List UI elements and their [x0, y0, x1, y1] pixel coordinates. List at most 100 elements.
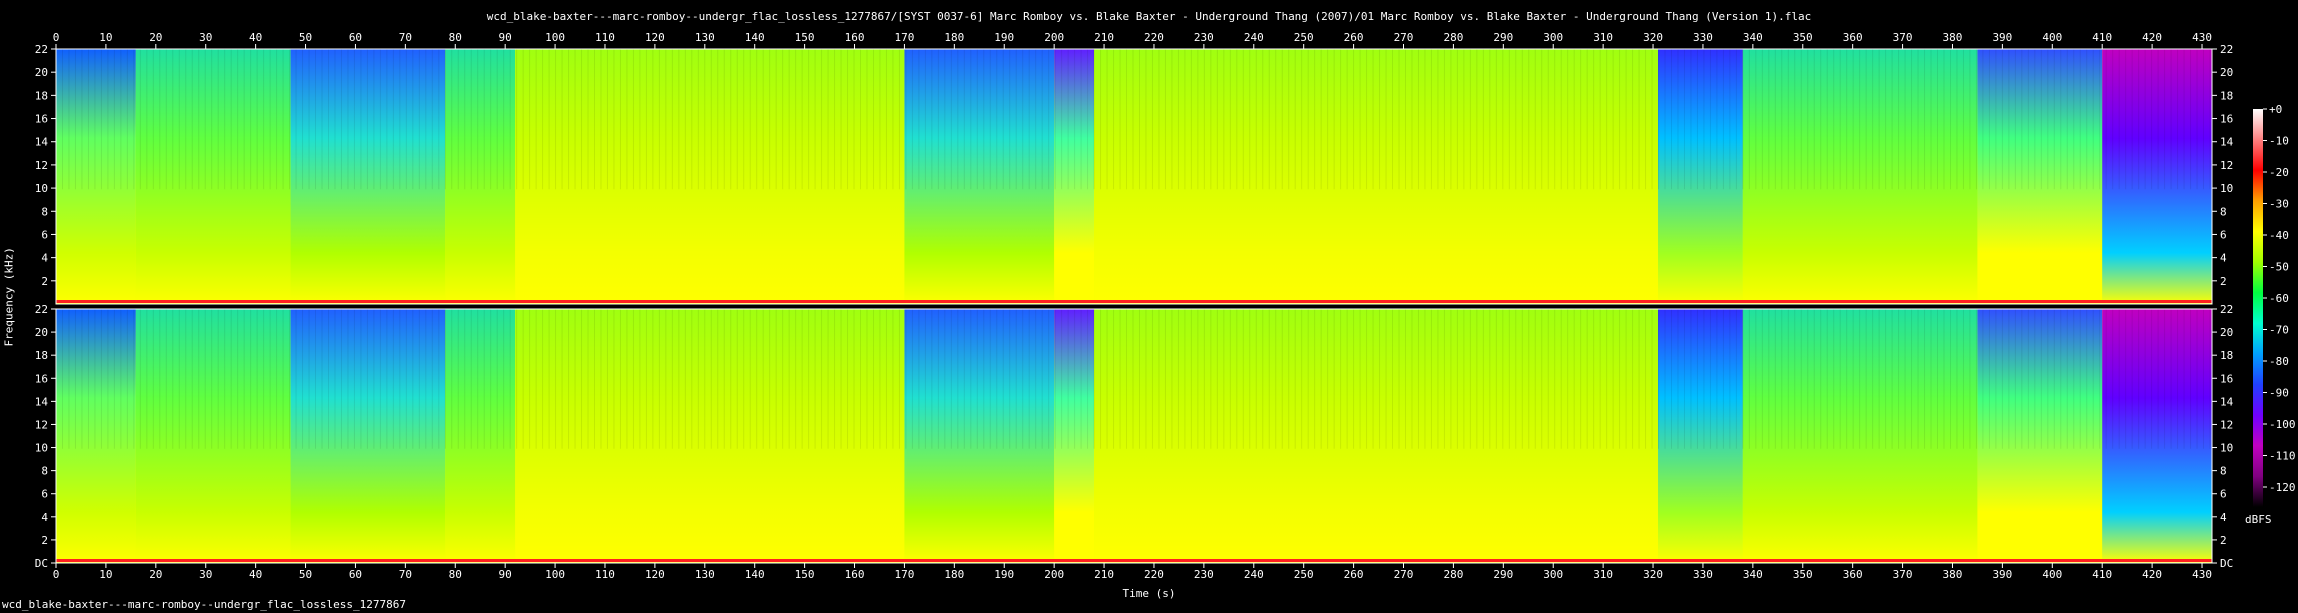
y-tick-label-left: 6: [41, 488, 48, 501]
x-tick-label-top: 120: [645, 31, 665, 44]
segment-ch1-7: [1094, 49, 1659, 304]
y-tick-label-left: 2: [41, 534, 48, 547]
segment-ch1-8: [1658, 49, 1743, 304]
segment-ch2-9: [1742, 309, 1978, 563]
y-tick-label-right: 20: [2220, 66, 2233, 79]
x-tick-label-top: 190: [994, 31, 1014, 44]
y-tick-label-left: 18: [35, 89, 48, 102]
x-tick-label-top: 380: [1943, 31, 1963, 44]
x-tick-label-top: 0: [53, 31, 60, 44]
y-tick-label-right: 6: [2220, 228, 2227, 241]
x-tick-label-bottom: 430: [2192, 568, 2212, 581]
x-tick-label-bottom: 260: [1344, 568, 1364, 581]
x-tick-label-top: 270: [1394, 31, 1414, 44]
y-tick-label-right: 8: [2220, 465, 2227, 478]
segment-ch2-11: [2102, 309, 2212, 563]
y-tick-label-left: 18: [35, 349, 48, 362]
x-tick-label-top: 260: [1344, 31, 1364, 44]
x-tick-label-bottom: 90: [499, 568, 512, 581]
x-tick-label-bottom: 190: [994, 568, 1014, 581]
segment-ch2-7: [1094, 309, 1659, 563]
x-tick-label-bottom: 30: [199, 568, 212, 581]
x-tick-label-bottom: 170: [894, 568, 914, 581]
x-tick-label-bottom: 60: [349, 568, 362, 581]
segment-ch1-5: [904, 49, 1055, 304]
x-tick-label-bottom: 320: [1643, 568, 1663, 581]
x-tick-label-bottom: 80: [449, 568, 462, 581]
x-tick-label-top: 30: [199, 31, 212, 44]
y-tick-label-left: 10: [35, 442, 48, 455]
x-tick-label-top: 70: [399, 31, 412, 44]
x-axis-label: Time (s): [1122, 587, 1176, 600]
x-tick-label-top: 290: [1493, 31, 1513, 44]
y-tick-label-left: 8: [41, 465, 48, 478]
x-tick-label-bottom: 270: [1394, 568, 1414, 581]
x-tick-label-top: 320: [1643, 31, 1663, 44]
x-tick-label-top: 280: [1443, 31, 1463, 44]
x-tick-label-top: 50: [299, 31, 312, 44]
x-tick-label-bottom: 390: [1992, 568, 2012, 581]
colorbar-tick-label: -10: [2269, 135, 2289, 148]
x-tick-label-bottom: 120: [645, 568, 665, 581]
x-tick-label-bottom: 300: [1543, 568, 1563, 581]
segment-ch2-1: [135, 309, 291, 563]
channel-2-frame: [55, 308, 2213, 564]
segment-ch1-4: [515, 49, 905, 304]
x-tick-label-bottom: 240: [1244, 568, 1264, 581]
x-tick-label-top: 300: [1543, 31, 1563, 44]
segment-ch2-4: [515, 309, 905, 563]
dc-band-ch2: [56, 559, 2212, 562]
x-tick-label-bottom: 0: [53, 568, 60, 581]
colorbar-tick-label: -60: [2269, 292, 2289, 305]
x-tick-label-top: 100: [545, 31, 565, 44]
segment-ch1-3: [445, 49, 516, 304]
y-tick-label-left: 14: [35, 395, 49, 408]
segment-ch2-8: [1658, 309, 1743, 563]
y-tick-label-right: 18: [2220, 89, 2233, 102]
y-tick-label-left: 14: [35, 136, 49, 149]
segment-ch2-6: [1054, 309, 1095, 563]
y-tick-label-right: 4: [2220, 252, 2227, 265]
segment-ch2-3: [445, 309, 516, 563]
x-tick-label-bottom: 410: [2092, 568, 2112, 581]
colorbar-label: dBFS: [2245, 513, 2272, 526]
x-tick-label-bottom: 330: [1693, 568, 1713, 581]
colorbar-tick-label: -30: [2269, 198, 2289, 211]
x-tick-label-top: 230: [1194, 31, 1214, 44]
chart-title: wcd_blake-baxter---marc-romboy--undergr_…: [486, 10, 1812, 23]
y-tick-label-right: 16: [2220, 113, 2233, 126]
x-tick-label-bottom: 150: [795, 568, 815, 581]
x-tick-label-top: 210: [1094, 31, 1114, 44]
x-tick-label-top: 360: [1843, 31, 1863, 44]
colorbar-tick-label: -90: [2269, 387, 2289, 400]
y-tick-label-right: DC: [2220, 557, 2233, 570]
x-tick-label-top: 20: [149, 31, 162, 44]
x-tick-label-top: 200: [1044, 31, 1064, 44]
x-tick-label-top: 370: [1893, 31, 1913, 44]
y-tick-label-right: 20: [2220, 326, 2233, 339]
y-tick-label-right: 8: [2220, 205, 2227, 218]
y-tick-label-left: 12: [35, 159, 48, 172]
y-tick-label-left: 20: [35, 66, 48, 79]
x-tick-label-top: 90: [499, 31, 512, 44]
x-tick-label-top: 340: [1743, 31, 1763, 44]
x-tick-label-bottom: 420: [2142, 568, 2162, 581]
segment-ch2-0: [56, 309, 136, 563]
segment-ch2-10: [1977, 309, 2103, 563]
x-tick-label-top: 240: [1244, 31, 1264, 44]
x-tick-label-top: 140: [745, 31, 765, 44]
channel-1-frame: [55, 48, 2213, 305]
y-tick-label-left: 10: [35, 182, 48, 195]
colorbar-tick-label: -110: [2269, 450, 2296, 463]
x-tick-label-top: 410: [2092, 31, 2112, 44]
y-tick-label-right: 14: [2220, 395, 2234, 408]
x-tick-label-bottom: 10: [99, 568, 112, 581]
x-tick-label-bottom: 100: [545, 568, 565, 581]
x-tick-label-top: 250: [1294, 31, 1314, 44]
x-tick-label-bottom: 350: [1793, 568, 1813, 581]
x-tick-label-bottom: 280: [1443, 568, 1463, 581]
x-tick-label-top: 10: [99, 31, 112, 44]
y-tick-label-right: 10: [2220, 182, 2233, 195]
x-tick-label-top: 330: [1693, 31, 1713, 44]
x-tick-label-top: 80: [449, 31, 462, 44]
